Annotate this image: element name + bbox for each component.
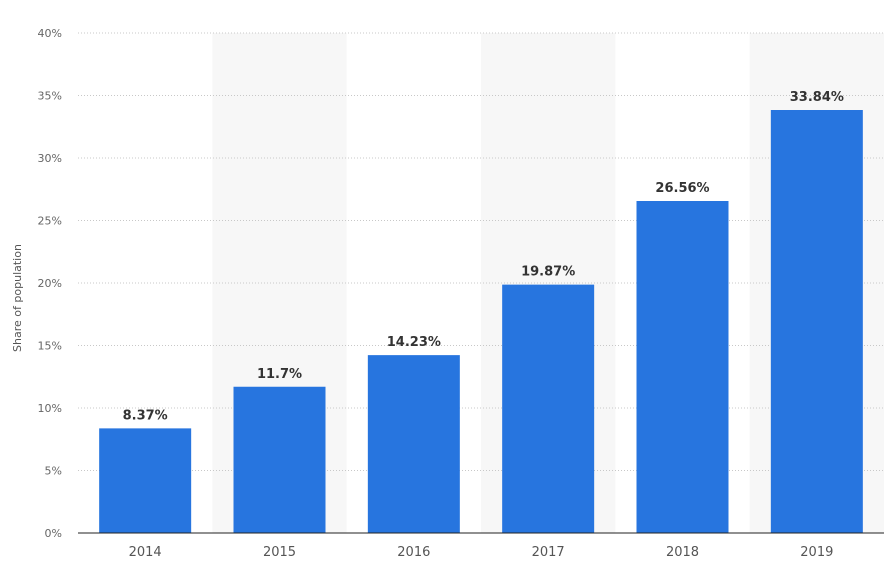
y-tick-label: 30%: [38, 152, 62, 165]
bar-2015: [233, 386, 326, 533]
x-tick-label-2015: 2015: [263, 545, 296, 560]
y-tick-label: 10%: [38, 402, 62, 415]
bar-2014: [99, 428, 192, 533]
x-tick-label-2016: 2016: [397, 545, 430, 560]
y-tick-label: 0%: [45, 527, 62, 540]
bar-2017: [502, 284, 595, 533]
x-tick-label-2017: 2017: [532, 545, 565, 560]
bar-2019: [770, 110, 863, 533]
bar-2018: [636, 201, 729, 533]
data-label-2019: 33.84%: [790, 90, 844, 105]
bars: [99, 110, 863, 533]
x-tick-label-2018: 2018: [666, 545, 699, 560]
y-axis-ticks: 0% 5% 10% 15% 20% 25% 30% 35% 40%: [38, 27, 62, 540]
x-tick-label-2014: 2014: [129, 545, 162, 560]
x-axis-ticks: 2014 2015 2016 2017 2018 2019: [129, 545, 834, 560]
y-tick-label: 40%: [38, 27, 62, 40]
bar-2016: [367, 355, 460, 533]
data-label-2016: 14.23%: [387, 335, 441, 350]
data-label-2015: 11.7%: [257, 367, 302, 382]
data-label-2018: 26.56%: [655, 181, 709, 196]
data-labels: 8.37% 11.7% 14.23% 19.87% 26.56% 33.84%: [123, 90, 844, 423]
data-label-2014: 8.37%: [123, 408, 168, 423]
y-tick-label: 20%: [38, 277, 62, 290]
y-tick-label: 35%: [38, 90, 62, 103]
gridlines: [78, 32, 884, 471]
y-axis-label: Share of population: [11, 244, 24, 352]
y-tick-label: 25%: [38, 215, 62, 228]
y-tick-label: 5%: [45, 465, 62, 478]
y-tick-label: 15%: [38, 340, 62, 353]
data-label-2017: 19.87%: [521, 265, 575, 280]
x-tick-label-2019: 2019: [800, 545, 833, 560]
